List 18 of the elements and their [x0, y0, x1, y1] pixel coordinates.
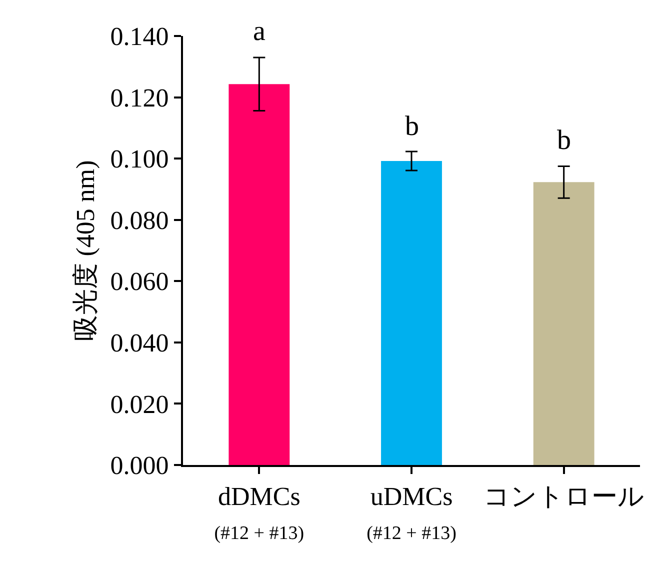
annotation: b [557, 125, 571, 156]
y-tick-label: 0.140 [110, 22, 169, 52]
bar [228, 84, 290, 465]
y-tick-label: 0.120 [110, 83, 169, 112]
annotation: b [405, 111, 419, 142]
x-tick-label: dDMCs (#12 + #13) [214, 482, 304, 544]
y-tick-label: 0.040 [110, 328, 169, 358]
y-axis-title: 吸光度 (405 nm) [71, 160, 100, 341]
y-tick-label: 0.000 [110, 451, 169, 480]
x-tick-label: コントロール [483, 482, 644, 512]
annotation: a [253, 16, 266, 47]
y-tick-label: 0.020 [110, 390, 169, 419]
bar [381, 161, 442, 465]
x-tick-label: uDMCs (#12 + #13) [366, 482, 456, 544]
y-tick-label: 0.100 [110, 144, 169, 174]
y-tick-label: 0.060 [110, 267, 169, 296]
bar [533, 182, 594, 465]
y-tick-label: 0.080 [110, 206, 169, 235]
